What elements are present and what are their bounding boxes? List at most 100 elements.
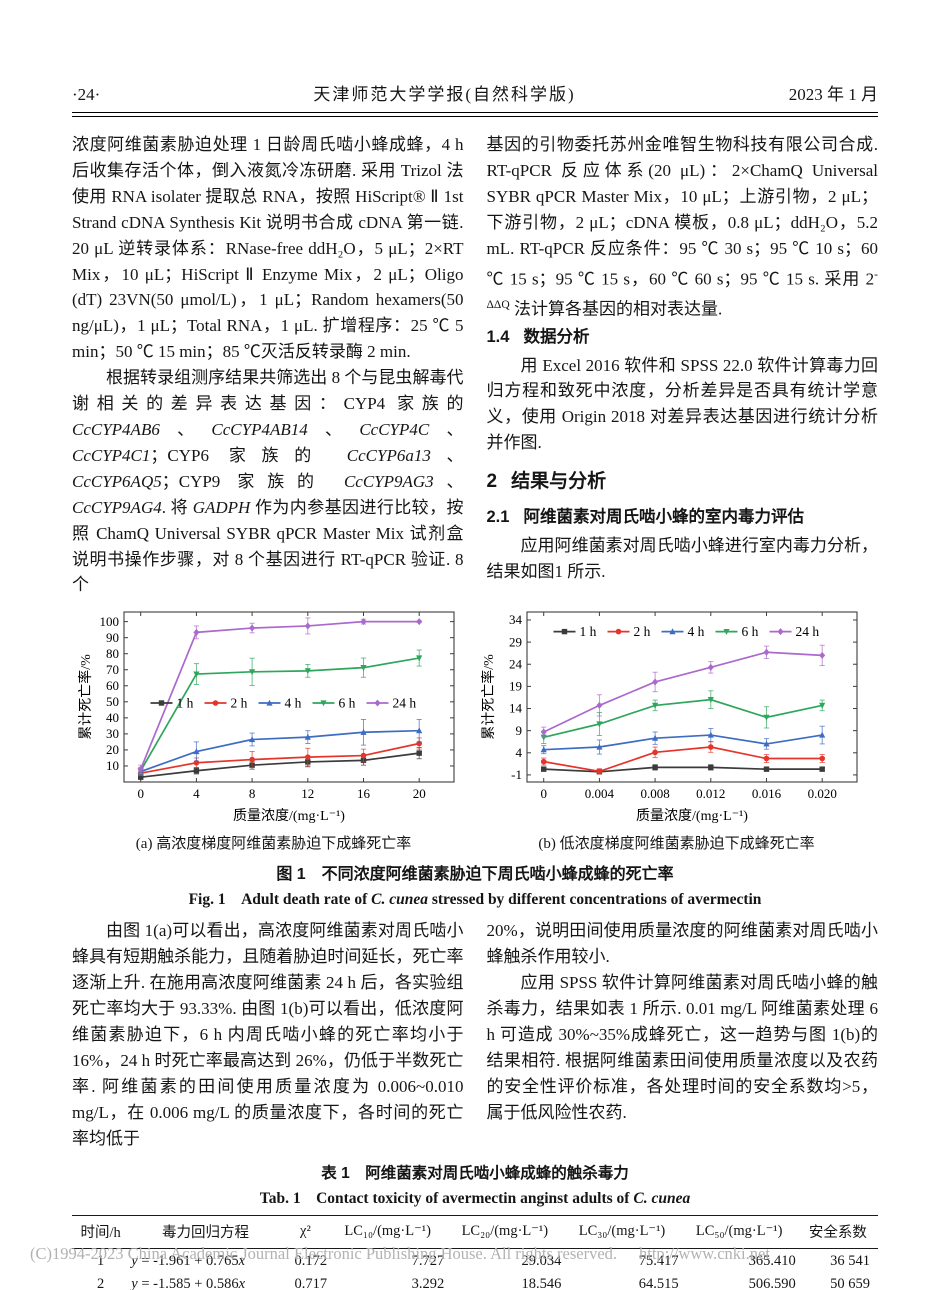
svg-text:1 h: 1 h [176, 696, 193, 711]
col-header-lc50: LC₅₀/(mg·L⁻¹) [680, 1215, 798, 1250]
svg-text:60: 60 [106, 678, 119, 693]
svg-text:24 h: 24 h [392, 696, 416, 711]
svg-text:19: 19 [509, 679, 522, 694]
cell-equation: y = -1.585 + 0.586x [131, 1276, 246, 1290]
svg-text:1 h: 1 h [579, 624, 596, 639]
svg-text:-1: -1 [511, 767, 522, 782]
svg-text:质量浓度/(mg·L⁻¹): 质量浓度/(mg·L⁻¹) [233, 808, 345, 824]
svg-text:14: 14 [509, 701, 523, 716]
svg-text:0.016: 0.016 [751, 786, 781, 801]
cnki-url: http://www.cnki.net [639, 1244, 770, 1263]
cell-lc50: 506.590 [748, 1276, 796, 1290]
left-column-bottom: 由图 1(a)可以看出，高浓度阿维菌素对周氏啮小蜂具有短期触杀能力，且随着胁迫时… [72, 918, 464, 1151]
svg-text:累计死亡率/%: 累计死亡率/% [481, 654, 497, 740]
toxicity-table: 时间/h 毒力回归方程 χ² LC₁₀/(mg·L⁻¹) LC₂₀/(mg·L⁻… [72, 1215, 878, 1290]
svg-text:累计死亡率/%: 累计死亡率/% [78, 654, 94, 740]
svg-text:24: 24 [509, 657, 523, 672]
cell-time: 1 [97, 1252, 105, 1269]
paragraph: 由图 1(a)可以看出，高浓度阿维菌素对周氏啮小蜂具有短期触杀能力，且随着胁迫时… [72, 921, 464, 1148]
svg-text:90: 90 [106, 630, 119, 645]
right-column-bottom: 20%，说明田间使用质量浓度的阿维菌素对周氏啮小蜂触杀作用较小. 应用 SPSS… [487, 918, 879, 1151]
svg-text:9: 9 [515, 723, 522, 738]
figure-1b-caption: (b) 低浓度梯度阿维菌素胁迫下成蜂死亡率 [538, 836, 815, 853]
table-header-row: 时间/h 毒力回归方程 χ² LC₁₀/(mg·L⁻¹) LC₂₀/(mg·L⁻… [72, 1215, 878, 1250]
figure-1a-chart: 0 4 8 12 16 20102030405060708090100质量浓度/(mg·L… [77, 611, 455, 824]
cell-equation: y = -1.961 + 0.765x [131, 1252, 246, 1269]
svg-text:40: 40 [106, 710, 119, 725]
cell-lc50: 365.410 [748, 1252, 796, 1269]
cell-safety: 36 541 [830, 1252, 870, 1269]
section-heading-1-4: 1.4 数据分析 [486, 327, 590, 346]
svg-text:质量浓度/(mg·L⁻¹): 质量浓度/(mg·L⁻¹) [636, 808, 748, 824]
cnki-watermark: (C)1994-2023 China Academic Journal Elec… [30, 1244, 792, 1264]
issue-date: 2023 年 1 月 [788, 85, 878, 104]
figure-1: 0 4 8 12 16 20 10 20 30 40 50 60 70 80 90 100 质量浓度/(mg·L… [72, 606, 878, 853]
svg-text:70: 70 [106, 662, 119, 677]
figure-1a-caption: (a) 高浓度梯度阿维菌素胁迫下成蜂死亡率 [135, 836, 412, 853]
paragraph: 应用阿维菌素对周氏啮小蜂进行室内毒力分析，结果如图1 所示. [486, 536, 879, 581]
svg-text:16: 16 [356, 786, 370, 801]
svg-text:0.004: 0.004 [584, 786, 614, 801]
table-1-title: 表 1 阿维菌素对周氏啮小蜂成蜂的触杀毒力 Tab. 1 Contact tox… [72, 1161, 878, 1208]
svg-text:100: 100 [99, 614, 119, 629]
paragraph: 应用 SPSS 软件计算阿维菌素对周氏啮小蜂的触杀毒力，结果如表 1 所示. 0… [486, 973, 879, 1122]
table-row: 2 y = -1.585 + 0.586x 0.717 3.292 18.546 64.5… [72, 1273, 878, 1290]
header-rule [72, 112, 878, 117]
figure-1-caption: 图 1 不同浓度阿维菌素胁迫下周氏啮小蜂成蜂的死亡率 Fig. 1 Adult … [72, 860, 878, 909]
cell-lc20: 18.546 [521, 1276, 562, 1290]
cell-lc30: 64.515 [638, 1276, 679, 1290]
cell-safety: 50 659 [830, 1276, 870, 1290]
cell-chi2: 0.717 [294, 1276, 328, 1290]
cell-lc20: 29.034 [521, 1252, 562, 1269]
svg-text:30: 30 [106, 726, 119, 741]
svg-text:29: 29 [509, 635, 522, 650]
cell-lc10: 7.727 [411, 1252, 445, 1269]
figure-1b: 0 0.004 0.008 0.012 0.016 0.020 -1 4 9 14 19 24 29 34… [475, 606, 878, 853]
svg-text:4: 4 [193, 786, 200, 801]
table-row: 1 y = -1.961 + 0.765x 0.172 7.727 29.034 75.4… [72, 1249, 878, 1273]
body-columns-top: 浓度阿维菌素胁迫处理 1 日龄周氏啮小蜂成蜂，4 h 后收集存活个体，倒入液氮冷… [72, 132, 878, 598]
section-heading-2: 2 结果与分析 [486, 471, 607, 493]
cell-time: 2 [97, 1276, 105, 1290]
svg-text:2 h: 2 h [230, 696, 247, 711]
page-number: ·24· [72, 85, 101, 104]
svg-text:80: 80 [106, 646, 119, 661]
body-columns-bottom: 由图 1(a)可以看出，高浓度阿维菌素对周氏啮小蜂具有短期触杀能力，且随着胁迫时… [72, 918, 878, 1151]
paragraph: 20%，说明田间使用质量浓度的阿维菌素对周氏啮小蜂触杀作用较小. [486, 921, 879, 967]
svg-text:6 h: 6 h [338, 696, 355, 711]
svg-text:8: 8 [248, 786, 255, 801]
col-header-chi2: χ² [281, 1215, 330, 1250]
right-column-top: 基因的引物委托苏州金唯智生物科技有限公司合成. RT-qPCR 反应体系(20 … [487, 132, 879, 598]
journal-title: 天津师范大学学报(自然科学版) [313, 85, 576, 104]
cell-lc10: 3.292 [411, 1276, 445, 1290]
figure-caption-cn: 图 1 不同浓度阿维菌素胁迫下周氏啮小蜂成蜂的死亡率 [276, 866, 674, 884]
cell-lc30: 75.417 [638, 1252, 679, 1269]
svg-text:0.020: 0.020 [807, 786, 836, 801]
svg-text:50: 50 [106, 694, 119, 709]
paragraph: 浓度阿维菌素胁迫处理 1 日龄周氏啮小蜂成蜂，4 h 后收集存活个体，倒入液氮冷… [72, 135, 464, 362]
paragraph: 用 Excel 2016 软件和 SPSS 22.0 软件计算毒力回归方程和致死… [486, 355, 879, 453]
figure-caption-en: Fig. 1 Adult death rate of C. cunea stre… [188, 891, 762, 909]
paragraph: 根据转录组测序结果共筛选出 8 个与昆虫解毒代谢相关的差异表达基因：CYP4 家… [72, 368, 464, 595]
svg-text:0: 0 [540, 786, 547, 801]
page-header: ·24· 天津师范大学学报(自然科学版) 2023 年 1 月 [72, 0, 878, 105]
paragraph: 基因的引物委托苏州金唯智生物科技有限公司合成. RT-qPCR 反应体系(20 … [486, 135, 879, 319]
figure-1b-chart: 0 0.004 0.008 0.012 0.016 0.020 -1 4 9 14 19 24 29 34… [480, 611, 858, 824]
figure-1a: 0 4 8 12 16 20 10 20 30 40 50 60 70 80 90 100 质量浓度/(mg·L… [72, 606, 475, 853]
svg-text:6 h: 6 h [741, 624, 758, 639]
svg-text:4: 4 [515, 745, 522, 760]
svg-text:20: 20 [412, 786, 425, 801]
col-header-safety: 安全系数 [797, 1215, 878, 1250]
col-header-time: 时间/h [72, 1215, 130, 1250]
col-header-lc10: LC₁₀/(mg·L⁻¹) [329, 1215, 447, 1250]
table-title-cn: 表 1 阿维菌素对周氏啮小蜂成蜂的触杀毒力 [321, 1165, 629, 1183]
svg-text:20: 20 [106, 742, 119, 757]
svg-text:0: 0 [137, 786, 144, 801]
col-header-lc20: LC₂₀/(mg·L⁻¹) [446, 1215, 564, 1250]
left-column-top: 浓度阿维菌素胁迫处理 1 日龄周氏啮小蜂成蜂，4 h 后收集存活个体，倒入液氮冷… [72, 132, 464, 598]
svg-text:10: 10 [106, 758, 119, 773]
svg-text:2 h: 2 h [633, 624, 650, 639]
col-header-equation: 毒力回归方程 [129, 1215, 282, 1250]
col-header-lc30: LC₃₀/(mg·L⁻¹) [563, 1215, 681, 1250]
